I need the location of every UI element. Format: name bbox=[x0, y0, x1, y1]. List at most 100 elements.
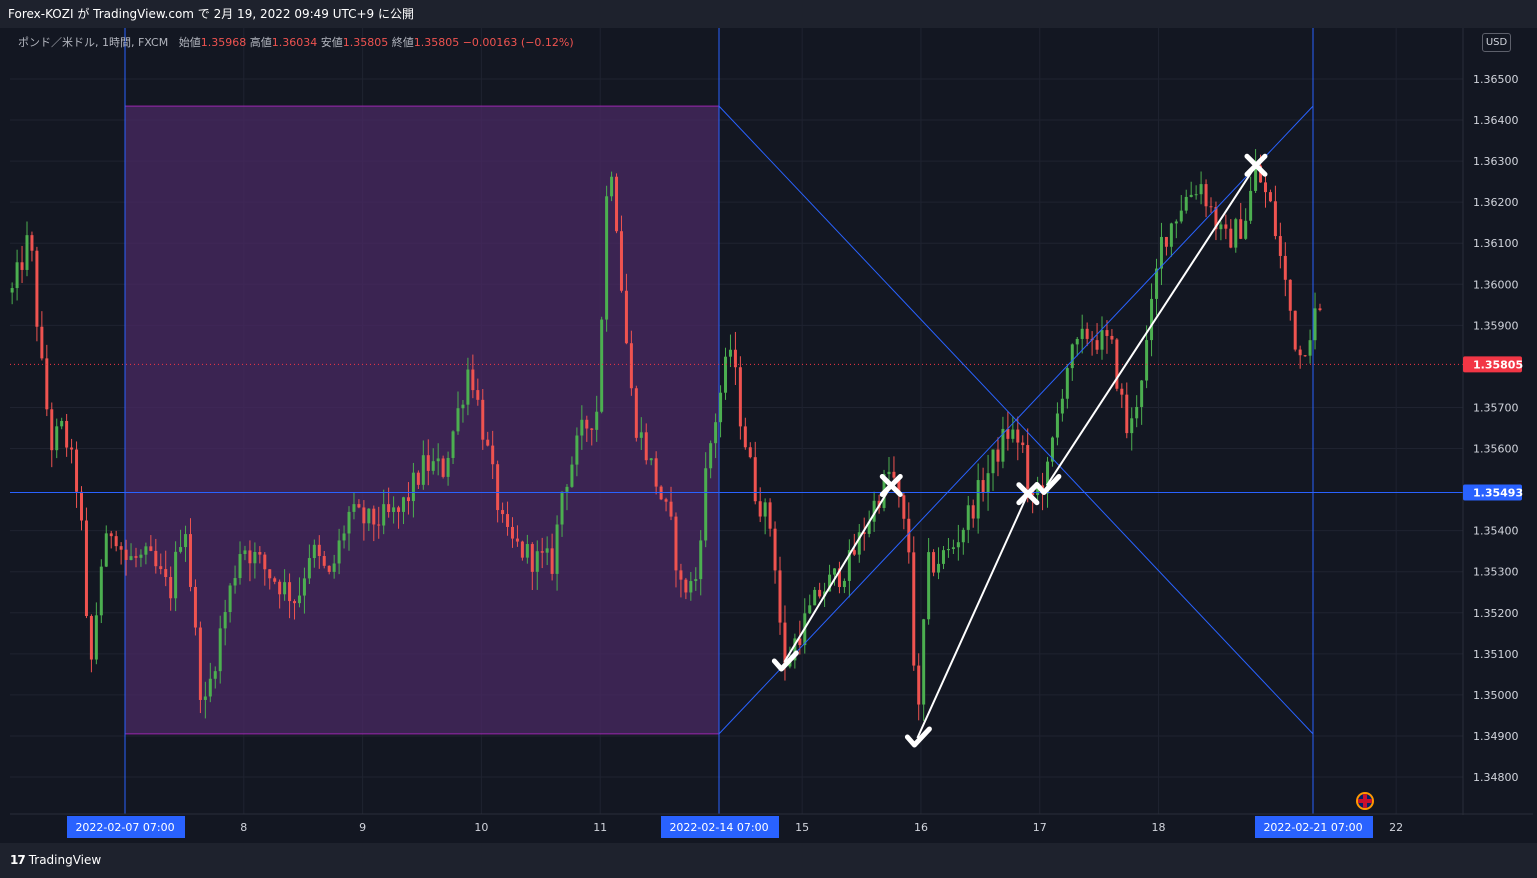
candle-body-up bbox=[253, 552, 257, 564]
candle-body-down bbox=[397, 507, 401, 512]
candle-body-up bbox=[283, 582, 287, 595]
candle-body-up bbox=[456, 408, 460, 432]
candle-body-down bbox=[70, 447, 74, 450]
candle-body-down bbox=[743, 426, 747, 448]
candle-body-down bbox=[917, 665, 921, 705]
chart-area[interactable]: 1.36500 1.36400 1.36300 1.36200 1.36100 1.360… bbox=[10, 28, 1533, 842]
time-tick-label: 8 bbox=[240, 821, 247, 834]
price-chart[interactable]: 1.36500 1.36400 1.36300 1.36200 1.36100 1.360… bbox=[10, 28, 1533, 842]
candle-body-up bbox=[174, 551, 178, 599]
candle-body-up bbox=[719, 392, 723, 423]
candle-body-up bbox=[1150, 298, 1154, 341]
candle-body-down bbox=[892, 471, 896, 478]
candle-body-up bbox=[436, 458, 440, 462]
candle-body-up bbox=[1075, 338, 1079, 345]
candle-body-down bbox=[644, 432, 648, 461]
date-badge bbox=[67, 816, 185, 838]
candle-body-up bbox=[887, 471, 891, 475]
candle-body-down bbox=[471, 369, 475, 391]
candle-body-down bbox=[84, 520, 88, 617]
candle-body-down bbox=[634, 388, 638, 438]
candle-body-up bbox=[1130, 418, 1134, 434]
candle-body-up bbox=[535, 551, 539, 572]
candle-body-down bbox=[426, 455, 430, 471]
check-marker-icon bbox=[904, 726, 932, 748]
candle-body-up bbox=[724, 356, 728, 393]
candle-body-down bbox=[1268, 192, 1272, 202]
candle-body-up bbox=[986, 473, 990, 493]
candle-body-up bbox=[575, 435, 579, 465]
legend-open-label: 始値 bbox=[178, 36, 201, 49]
date-badge-label: 2022-02-21 07:00 bbox=[1263, 821, 1362, 834]
candle-body-up bbox=[94, 615, 98, 660]
candle-body-up bbox=[392, 507, 396, 513]
symbol-legend: ポンド／米ドル, 1時間, FXCM 始値1.35968 高値1.36034 安… bbox=[18, 34, 574, 50]
candle-body-up bbox=[144, 546, 148, 555]
candle-body-up bbox=[946, 548, 950, 551]
candle-body-down bbox=[733, 349, 737, 368]
candle-body-up bbox=[828, 574, 832, 592]
legend-close-label: 終値 bbox=[391, 36, 414, 49]
candle-body-up bbox=[238, 554, 242, 579]
candle-body-up bbox=[1313, 308, 1317, 341]
candle-body-up bbox=[1199, 184, 1203, 195]
candle-body-up bbox=[411, 472, 415, 502]
candle-body-down bbox=[585, 419, 589, 429]
uk-flag-event-icon[interactable] bbox=[1356, 792, 1374, 810]
candle-body-up bbox=[461, 404, 465, 409]
candle-body-up bbox=[1100, 330, 1104, 350]
candle-body-up bbox=[367, 508, 371, 524]
candle-body-down bbox=[273, 578, 277, 582]
candle-body-up bbox=[956, 542, 960, 548]
date-badge-label: 2022-02-14 07:00 bbox=[669, 821, 768, 834]
candle-body-down bbox=[159, 566, 163, 570]
legend-change: −0.00163 (−0.12%) bbox=[462, 36, 574, 49]
candle-body-up bbox=[55, 426, 59, 451]
candle-body-down bbox=[1006, 428, 1010, 439]
candle-body-down bbox=[515, 538, 519, 542]
candle-body-down bbox=[1016, 429, 1020, 443]
tradingview-logo[interactable]: 17 TradingView bbox=[10, 853, 101, 867]
candle-body-up bbox=[431, 461, 435, 471]
time-tick-label: 16 bbox=[914, 821, 928, 834]
candle-body-up bbox=[937, 563, 941, 573]
candle-body-down bbox=[669, 501, 673, 517]
candle-body-down bbox=[1263, 182, 1267, 193]
candle-body-down bbox=[654, 458, 658, 487]
candle-body-up bbox=[1011, 429, 1015, 439]
candle-body-down bbox=[486, 439, 490, 446]
candle-body-up bbox=[1159, 236, 1163, 269]
candle-body-down bbox=[1259, 165, 1263, 183]
candle-body-down bbox=[753, 457, 757, 502]
candle-body-up bbox=[1080, 328, 1084, 339]
legend-close-value: 1.35805 bbox=[413, 36, 460, 49]
cross-marker-icon bbox=[879, 473, 903, 497]
candle-body-up bbox=[1050, 437, 1054, 462]
candle-body-up bbox=[689, 581, 693, 593]
candle-body-up bbox=[639, 432, 643, 438]
currency-button[interactable]: USD bbox=[1482, 33, 1511, 52]
date-badge bbox=[1255, 816, 1373, 838]
candle-body-down bbox=[768, 502, 772, 529]
candle-body-up bbox=[600, 319, 604, 412]
candle-body-down bbox=[818, 589, 822, 597]
candle-body-up bbox=[1244, 220, 1248, 239]
candle-body-down bbox=[248, 550, 252, 564]
price-tick-label: 1.36100 bbox=[1473, 237, 1519, 250]
candle-body-up bbox=[832, 568, 836, 575]
candle-body-up bbox=[208, 678, 212, 697]
candle-body-down bbox=[506, 514, 510, 527]
candle-body-up bbox=[129, 556, 133, 560]
candle-body-down bbox=[748, 447, 752, 458]
price-tick-label: 1.35000 bbox=[1473, 689, 1519, 702]
candle-body-down bbox=[1229, 228, 1233, 248]
candle-body-up bbox=[1249, 190, 1253, 221]
time-tick-label: 17 bbox=[1033, 821, 1047, 834]
candle-body-up bbox=[1254, 165, 1258, 191]
candle-body-down bbox=[65, 420, 69, 448]
candle-body-down bbox=[1288, 279, 1292, 311]
price-tick-label: 1.35400 bbox=[1473, 525, 1519, 538]
candle-body-up bbox=[580, 419, 584, 436]
last-price-badge bbox=[1463, 356, 1522, 373]
candle-body-up bbox=[382, 504, 386, 526]
